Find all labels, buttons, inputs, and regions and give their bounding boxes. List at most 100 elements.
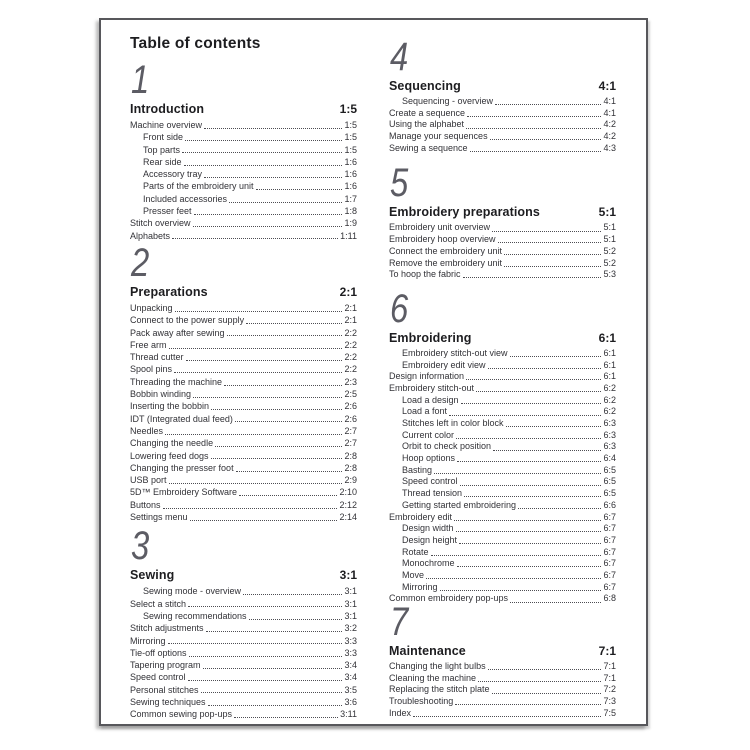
toc-entry[interactable]: Thread cutter 2:2 [130, 351, 357, 363]
toc-entry[interactable]: Manage your sequences 4:2 [389, 131, 616, 143]
toc-entry[interactable]: Pack away after sewing 2:2 [130, 327, 357, 339]
chapter-heading[interactable]: Embroidery preparations 5:1 [389, 205, 616, 220]
dotted-leader [202, 667, 343, 669]
toc-entry-page: 6:7 [603, 581, 616, 592]
toc-entry[interactable]: Stitch overview 1:9 [130, 217, 357, 229]
chapter-heading[interactable]: Sequencing 4:1 [389, 79, 616, 94]
dotted-leader [455, 704, 602, 706]
toc-entry[interactable]: Parts of the embroidery unit 1:6 [130, 180, 357, 192]
toc-entry-page: 2:10 [339, 487, 357, 498]
toc-entry[interactable]: Connect to the power supply 2:1 [130, 314, 357, 326]
toc-entry[interactable]: Design height 6:7 [389, 535, 616, 547]
toc-entry[interactable]: Thread tension 6:5 [389, 488, 616, 500]
toc-entry[interactable]: Top parts 1:5 [130, 144, 357, 156]
toc-entry[interactable]: Bobbin winding 2:5 [130, 388, 357, 400]
chapter-heading[interactable]: Maintenance 7:1 [389, 644, 616, 659]
toc-entry[interactable]: Needles 2:7 [130, 425, 357, 437]
toc-entry[interactable]: Design information 6:1 [389, 371, 616, 383]
toc-entry-page: 6:2 [603, 394, 616, 405]
toc-entry[interactable]: IDT (Integrated dual feed) 2:6 [130, 413, 357, 425]
dotted-leader [457, 461, 602, 463]
dotted-leader [226, 335, 343, 337]
toc-entry[interactable]: Stitch adjustments 3:2 [130, 622, 357, 634]
toc-entry[interactable]: USB port 2:9 [130, 474, 357, 486]
toc-entry[interactable]: Common embroidery pop-ups 6:8 [389, 593, 616, 605]
toc-entry[interactable]: Sequencing - overview 4:1 [389, 96, 616, 108]
toc-entry[interactable]: Lowering feed dogs 2:8 [130, 450, 357, 462]
toc-entry[interactable]: Replacing the stitch plate 7:2 [389, 684, 616, 696]
toc-entry[interactable]: Current color 6:3 [389, 430, 616, 442]
toc-entry[interactable]: Remove the embroidery unit 5:2 [389, 258, 616, 270]
toc-entry[interactable]: Sewing mode - overview 3:1 [130, 585, 357, 597]
toc-entry[interactable]: Design width 6:7 [389, 523, 616, 535]
toc-entry[interactable]: Load a design 6:2 [389, 395, 616, 407]
toc-entry[interactable]: Buttons 2:12 [130, 499, 357, 511]
toc-entry[interactable]: Rear side 1:6 [130, 156, 357, 168]
toc-entry[interactable]: Inserting the bobbin 2:6 [130, 400, 357, 412]
toc-entry[interactable]: Troubleshooting 7:3 [389, 696, 616, 708]
toc-entry[interactable]: To hoop the fabric 5:3 [389, 269, 616, 281]
toc-entry-page: 2:9 [344, 475, 357, 486]
toc-entry[interactable]: Embroidery hoop overview 5:1 [389, 234, 616, 246]
toc-entry[interactable]: Speed control 6:5 [389, 476, 616, 488]
toc-entry[interactable]: Rotate 6:7 [389, 547, 616, 559]
toc-entry[interactable]: Accessory tray 1:6 [130, 168, 357, 180]
toc-entry-label: Rotate [402, 546, 429, 557]
dotted-leader [215, 446, 343, 448]
toc-entry[interactable]: Connect the embroidery unit 5:2 [389, 246, 616, 258]
toc-entry[interactable]: Common sewing pop-ups 3:11 [130, 708, 357, 720]
dotted-leader [467, 115, 602, 117]
toc-entry[interactable]: Sewing techniques 3:6 [130, 696, 357, 708]
toc-entry[interactable]: Hoop options 6:4 [389, 453, 616, 465]
chapter-numeral: 7 [390, 600, 409, 644]
toc-entry[interactable]: Embroidery stitch-out view 6:1 [389, 348, 616, 360]
toc-entry[interactable]: Getting started embroidering 6:6 [389, 500, 616, 512]
toc-entry[interactable]: Machine overview 1:5 [130, 119, 357, 131]
toc-entry[interactable]: Spool pins 2:2 [130, 363, 357, 375]
toc-entry[interactable]: Personal stitches 3:5 [130, 684, 357, 696]
toc-entry-label: Thread cutter [130, 352, 184, 363]
toc-entry[interactable]: Sewing a sequence 4:3 [389, 143, 616, 155]
toc-entry[interactable]: Select a stitch 3:1 [130, 598, 357, 610]
toc-entry[interactable]: Alphabets 1:11 [130, 230, 357, 242]
toc-entry[interactable]: Create a sequence 4:1 [389, 108, 616, 120]
chapter-heading[interactable]: Introduction 1:5 [130, 102, 357, 117]
toc-entry[interactable]: Index 7:5 [389, 708, 616, 720]
toc-entry-label: Sequencing - overview [402, 96, 494, 106]
toc-entry[interactable]: Monochrome 6:7 [389, 558, 616, 570]
toc-entry[interactable]: Mirroring 3:3 [130, 635, 357, 647]
toc-entry[interactable]: 5D™ Embroidery Software 2:10 [130, 486, 357, 498]
toc-entry[interactable]: Basting 6:5 [389, 465, 616, 477]
dotted-leader [493, 449, 602, 451]
toc-entry[interactable]: Front side 1:5 [130, 131, 357, 143]
toc-entry[interactable]: Speed control 3:4 [130, 671, 357, 683]
toc-entry[interactable]: Load a font 6:2 [389, 406, 616, 418]
toc-entry[interactable]: Embroidery edit view 6:1 [389, 360, 616, 372]
toc-entry-label: Tie-off options [130, 647, 187, 658]
toc-entry[interactable]: Using the alphabet 4:2 [389, 119, 616, 131]
toc-entry[interactable]: Embroidery stitch-out 6:2 [389, 383, 616, 395]
chapter-heading[interactable]: Preparations 2:1 [130, 285, 357, 300]
toc-entry[interactable]: Mirroring 6:7 [389, 582, 616, 594]
toc-entry[interactable]: Orbit to check position 6:3 [389, 441, 616, 453]
toc-entry[interactable]: Embroidery edit 6:7 [389, 512, 616, 524]
toc-entry[interactable]: Presser feet 1:8 [130, 205, 357, 217]
toc-entry[interactable]: Cleaning the machine 7:1 [389, 673, 616, 685]
toc-entry[interactable]: Embroidery unit overview 5:1 [389, 222, 616, 234]
toc-entry[interactable]: Tie-off options 3:3 [130, 647, 357, 659]
toc-entry[interactable]: Tapering program 3:4 [130, 659, 357, 671]
toc-entry[interactable]: Sewing recommendations 3:1 [130, 610, 357, 622]
toc-entry[interactable]: Free arm 2:2 [130, 339, 357, 351]
toc-entry[interactable]: Changing the light bulbs 7:1 [389, 661, 616, 673]
chapter-heading[interactable]: Embroidering 6:1 [389, 331, 616, 346]
toc-entry[interactable]: Stitches left in color block 6:3 [389, 418, 616, 430]
chapter-heading[interactable]: Sewing 3:1 [130, 568, 357, 583]
toc-entry[interactable]: Unpacking 2:1 [130, 302, 357, 314]
toc-entry-label: Using the alphabet [389, 119, 465, 130]
toc-entry[interactable]: Changing the presser foot 2:8 [130, 462, 357, 474]
toc-entry[interactable]: Move 6:7 [389, 570, 616, 582]
toc-entry[interactable]: Settings menu 2:14 [130, 511, 357, 523]
toc-entry[interactable]: Threading the machine 2:3 [130, 376, 357, 388]
toc-entry[interactable]: Included accessories 1:7 [130, 193, 357, 205]
toc-entry[interactable]: Changing the needle 2:7 [130, 437, 357, 449]
